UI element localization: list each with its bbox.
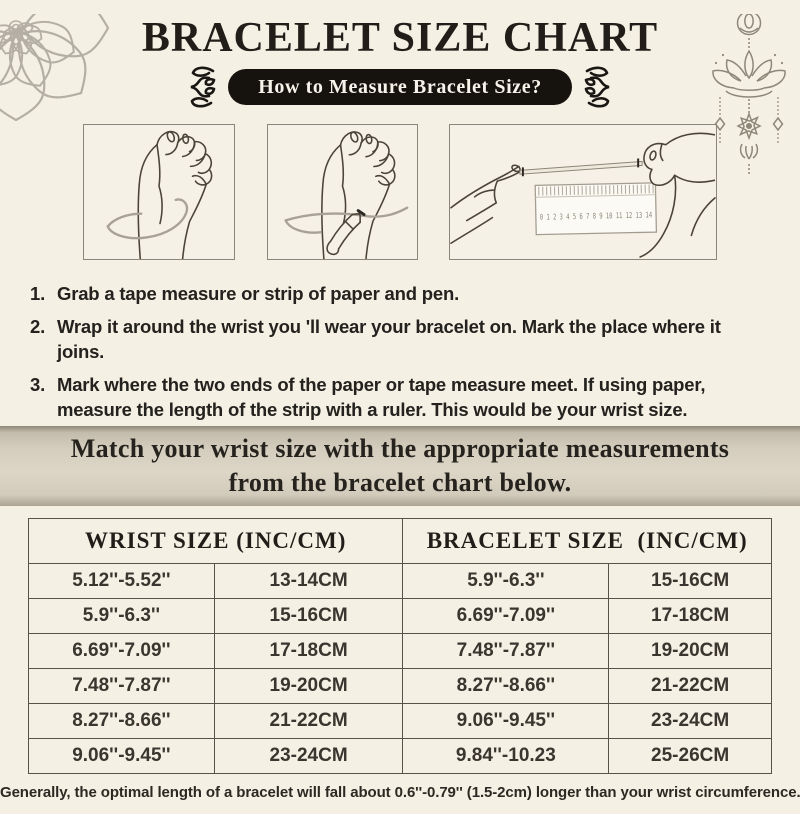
size-cell: 5.9''-6.3'' xyxy=(28,598,215,634)
size-cell: 21-22CM xyxy=(608,668,772,704)
size-cell: 9.06''-9.45'' xyxy=(28,738,215,774)
size-cell: 7.48''-7.87'' xyxy=(28,668,215,704)
size-cell: 23-24CM xyxy=(608,703,772,739)
size-cell: 25-26CM xyxy=(608,738,772,774)
size-cell: 9.06''-9.45'' xyxy=(402,703,610,739)
section-pill: How to Measure Bracelet Size? xyxy=(228,69,572,105)
step-number: 3. xyxy=(30,374,46,395)
step-2: 2. Wrap it around the wrist you 'll wear… xyxy=(30,314,770,364)
size-cell: 23-24CM xyxy=(213,738,404,774)
size-cell: 9.84''-10.23 xyxy=(402,738,610,774)
flourish-right-icon xyxy=(584,66,611,108)
step-text: Mark where the two ends of the paper or … xyxy=(57,374,706,420)
measure-steps: 1. Grab a tape measure or strip of paper… xyxy=(30,281,770,422)
table-header-row: WRIST SIZE (INC/CM) BRACELET SIZE (INC/C… xyxy=(27,518,772,564)
step-3: 3. Mark where the two ends of the paper … xyxy=(30,372,770,422)
flourish-left-icon xyxy=(190,66,216,108)
size-cell: 21-22CM xyxy=(213,703,404,739)
match-size-banner: Match your wrist size with the appropria… xyxy=(0,426,800,506)
bracelet-size-header: BRACELET SIZE (INC/CM) xyxy=(402,518,772,564)
size-cell: 5.12''-5.52'' xyxy=(28,563,215,599)
size-cell: 17-18CM xyxy=(213,633,404,669)
size-cell: 8.27''-8.66'' xyxy=(28,703,215,739)
how-to-measure-header: How to Measure Bracelet Size? xyxy=(0,66,800,108)
table-row: 9.06''-9.45'' 23-24CM 9.84''-10.23 25-26… xyxy=(28,738,772,774)
table-row: 6.69''-7.09'' 17-18CM 7.48''-7.87'' 19-2… xyxy=(28,633,772,669)
banner-line-1: Match your wrist size with the appropria… xyxy=(70,434,730,463)
table-row: 7.48''-7.87'' 19-20CM 8.27''-8.66'' 21-2… xyxy=(28,668,772,704)
step-number: 2. xyxy=(30,316,46,337)
ruler-measure-illustration: 0 1 2 3 4 5 6 7 8 9 10 11 12 13 14 xyxy=(449,124,717,260)
size-cell: 6.69''-7.09'' xyxy=(402,598,610,634)
wrist-pen-mark-illustration xyxy=(266,124,418,260)
size-cell: 6.69''-7.09'' xyxy=(28,633,215,669)
size-cell: 19-20CM xyxy=(608,633,772,669)
wrist-size-header: WRIST SIZE (INC/CM) xyxy=(27,518,404,564)
wrist-tape-illustration xyxy=(83,124,235,260)
step-1: 1. Grab a tape measure or strip of paper… xyxy=(30,281,770,306)
page-title: BRACELET SIZE CHART xyxy=(141,15,659,61)
step-number: 1. xyxy=(30,283,46,304)
footer-note: Generally, the optimal length of a brace… xyxy=(0,784,800,801)
ruler-numbers: 0 1 2 3 4 5 6 7 8 9 10 11 12 13 14 xyxy=(540,210,653,221)
step-text: Grab a tape measure or strip of paper an… xyxy=(57,283,460,304)
size-cell: 17-18CM xyxy=(608,598,772,634)
size-cell: 7.48''-7.87'' xyxy=(402,633,610,669)
illustration-row: 0 1 2 3 4 5 6 7 8 9 10 11 12 13 14 xyxy=(83,124,717,260)
size-chart-table: WRIST SIZE (INC/CM) BRACELET SIZE (INC/C… xyxy=(27,518,772,774)
step-text: Wrap it around the wrist you 'll wear yo… xyxy=(57,316,721,362)
size-cell: 15-16CM xyxy=(608,563,772,599)
size-cell: 19-20CM xyxy=(213,668,404,704)
size-cell: 15-16CM xyxy=(213,598,404,634)
banner-line-2: from the bracelet chart below. xyxy=(228,468,572,497)
table-row: 8.27''-8.66'' 21-22CM 9.06''-9.45'' 23-2… xyxy=(28,703,772,739)
size-cell: 5.9''-6.3'' xyxy=(402,563,610,599)
table-row: 5.12''-5.52'' 13-14CM 5.9''-6.3'' 15-16C… xyxy=(28,563,772,599)
size-cell: 13-14CM xyxy=(213,563,404,599)
table-row: 5.9''-6.3'' 15-16CM 6.69''-7.09'' 17-18C… xyxy=(28,598,772,634)
size-cell: 8.27''-8.66'' xyxy=(402,668,610,704)
